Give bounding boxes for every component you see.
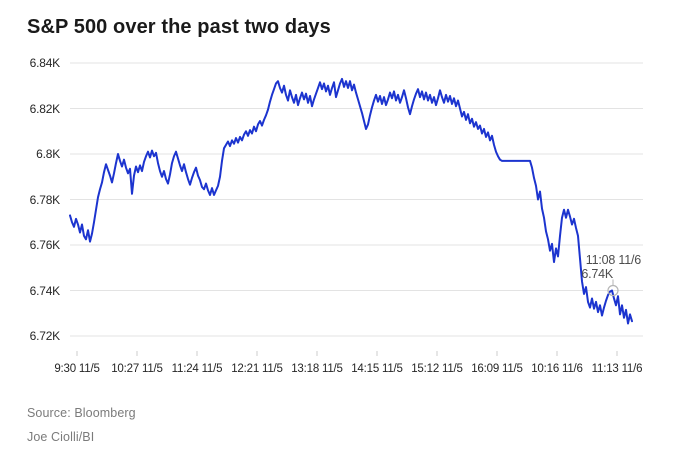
y-axis-label: 6.82K (29, 101, 61, 116)
x-axis-label: 16:09 11/5 (471, 363, 523, 375)
y-axis-label: 6.8K (36, 147, 60, 161)
author-credit: Joe Ciolli/BI (27, 430, 95, 444)
y-axis-label: 6.84K (29, 56, 61, 70)
x-axis-label: 11:13 11/6 (591, 363, 643, 375)
source-attribution: Source: Bloomberg (27, 406, 136, 420)
x-axis-label: 9:30 11/5 (54, 363, 100, 375)
y-axis-label: 6.78K (29, 192, 61, 207)
last-point-annotation: 11:08 11/6 6.74K (581, 253, 641, 281)
annotation-marker (607, 284, 619, 297)
price-line (69, 77, 633, 325)
x-axis-label: 10:27 11/5 (111, 363, 163, 375)
x-axis-label: 15:12 11/5 (411, 363, 463, 375)
x-axis-label: 10:16 11/6 (531, 363, 583, 375)
x-axis-label: 11:24 11/5 (171, 363, 223, 375)
y-axis-label: 6.72K (29, 329, 61, 343)
y-axis-label: 6.76K (29, 238, 61, 252)
x-axis-label: 14:15 11/5 (351, 363, 403, 375)
y-axis-label: 6.74K (29, 283, 61, 298)
x-axis-label: 12:21 11/5 (231, 363, 283, 375)
x-axis-label: 13:18 11/5 (291, 363, 343, 375)
annotation-time-label: 11:08 11/6 (585, 253, 641, 267)
chart-title: S&P 500 over the past two days (27, 16, 331, 38)
annotation-value-label: 6.74K (581, 267, 613, 281)
